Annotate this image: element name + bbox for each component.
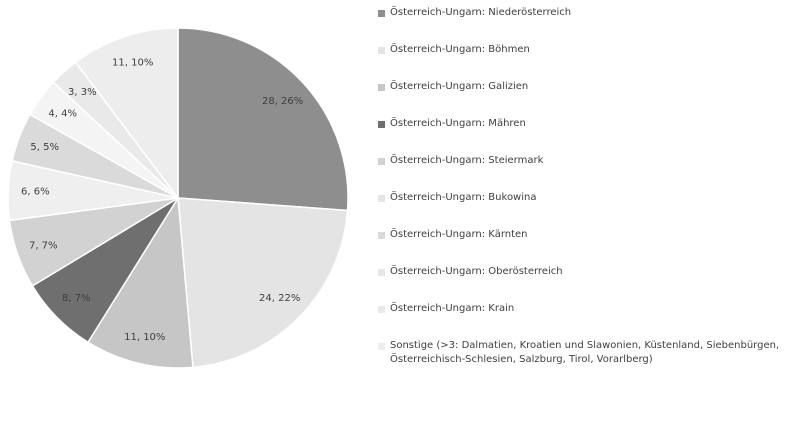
data-label: 4, 4% [48, 109, 77, 120]
legend-label: Österreich-Ungarn: Galizien [390, 81, 529, 92]
data-label: 28, 26% [262, 96, 303, 107]
legend-item: Österreich-Ungarn: Galizien [378, 80, 808, 117]
legend-item: Österreich-Ungarn: Kärnten [378, 228, 808, 265]
legend-item: Sonstige (>3: Dalmatien, Kroatien und Sl… [378, 339, 808, 376]
legend: Österreich-Ungarn: Niederösterreich Öster… [378, 6, 808, 376]
pie-slice [177, 27, 349, 212]
legend-item: Österreich-Ungarn: Mähren [378, 117, 808, 154]
legend-item: Österreich-Ungarn: Niederösterreich [378, 6, 808, 43]
legend-swatch [378, 10, 385, 17]
data-label: 11, 10% [124, 332, 165, 343]
legend-label: Österreich-Ungarn: Mähren [390, 118, 526, 129]
legend-swatch [378, 269, 385, 276]
legend-swatch [378, 306, 385, 313]
legend-item: Österreich-Ungarn: Böhmen [378, 43, 808, 80]
pie-slice [177, 197, 349, 369]
pie-slice [74, 27, 179, 201]
pie-slice [86, 195, 194, 369]
legend-swatch [378, 232, 385, 239]
legend-label: Österreich-Ungarn: Böhmen [390, 44, 530, 55]
legend-label: Österreich-Ungarn: Niederösterreich [390, 7, 572, 18]
data-label: 3, 3% [68, 87, 97, 98]
legend-label: Österreich-Ungarn: Krain [390, 303, 515, 314]
legend-swatch [378, 343, 385, 350]
legend-label: Österreich-Ungarn: Kärnten [390, 229, 528, 240]
legend-swatch [378, 47, 385, 54]
legend-label: Sonstige (>3: Dalmatien, Kroatien und Sl… [390, 340, 780, 365]
legend-label: Österreich-Ungarn: Oberösterreich [390, 266, 563, 277]
data-label: 11, 10% [112, 58, 153, 69]
data-label: 5, 5% [30, 142, 59, 153]
data-label: 6, 6% [21, 187, 50, 198]
pie: 28, 26% 24, 22% 11, 10% 8, 7% 7, 7% 6, 6% 5, 5… [7, 27, 349, 369]
legend-item: Österreich-Ungarn: Oberösterreich [378, 265, 808, 302]
legend-item: Österreich-Ungarn: Krain [378, 302, 808, 339]
legend-swatch [378, 84, 385, 91]
data-label: 7, 7% [29, 240, 58, 251]
legend-label: Österreich-Ungarn: Bukowina [390, 192, 537, 203]
legend-swatch [378, 195, 385, 202]
legend-item: Österreich-Ungarn: Steiermark [378, 154, 808, 191]
data-label: 8, 7% [62, 293, 91, 304]
legend-swatch [378, 121, 385, 128]
legend-swatch [378, 158, 385, 165]
legend-item: Österreich-Ungarn: Bukowina [378, 191, 808, 228]
legend-label: Österreich-Ungarn: Steiermark [390, 155, 544, 166]
data-label: 24, 22% [259, 293, 300, 304]
